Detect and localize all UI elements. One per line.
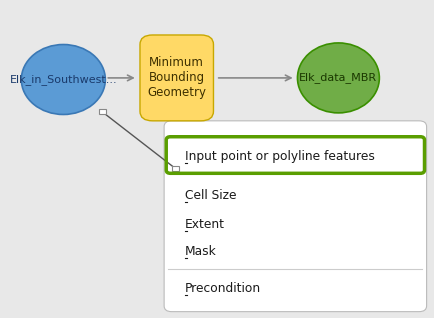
Bar xyxy=(99,109,105,114)
Text: Extent: Extent xyxy=(185,218,225,231)
Text: Minimum
Bounding
Geometry: Minimum Bounding Geometry xyxy=(147,56,206,100)
FancyBboxPatch shape xyxy=(140,35,213,121)
Text: Input point or polyline features: Input point or polyline features xyxy=(185,150,374,163)
Text: Mask: Mask xyxy=(185,245,217,258)
Text: Cell Size: Cell Size xyxy=(185,189,236,202)
FancyBboxPatch shape xyxy=(289,164,415,266)
Bar xyxy=(172,166,178,171)
Text: Precondition: Precondition xyxy=(185,282,261,295)
Ellipse shape xyxy=(21,45,105,114)
Text: Elk_data_MBR: Elk_data_MBR xyxy=(299,73,377,83)
FancyBboxPatch shape xyxy=(164,121,426,312)
FancyBboxPatch shape xyxy=(166,164,292,266)
Text: Elk_in_Southwest...: Elk_in_Southwest... xyxy=(10,74,117,85)
Ellipse shape xyxy=(297,43,378,113)
